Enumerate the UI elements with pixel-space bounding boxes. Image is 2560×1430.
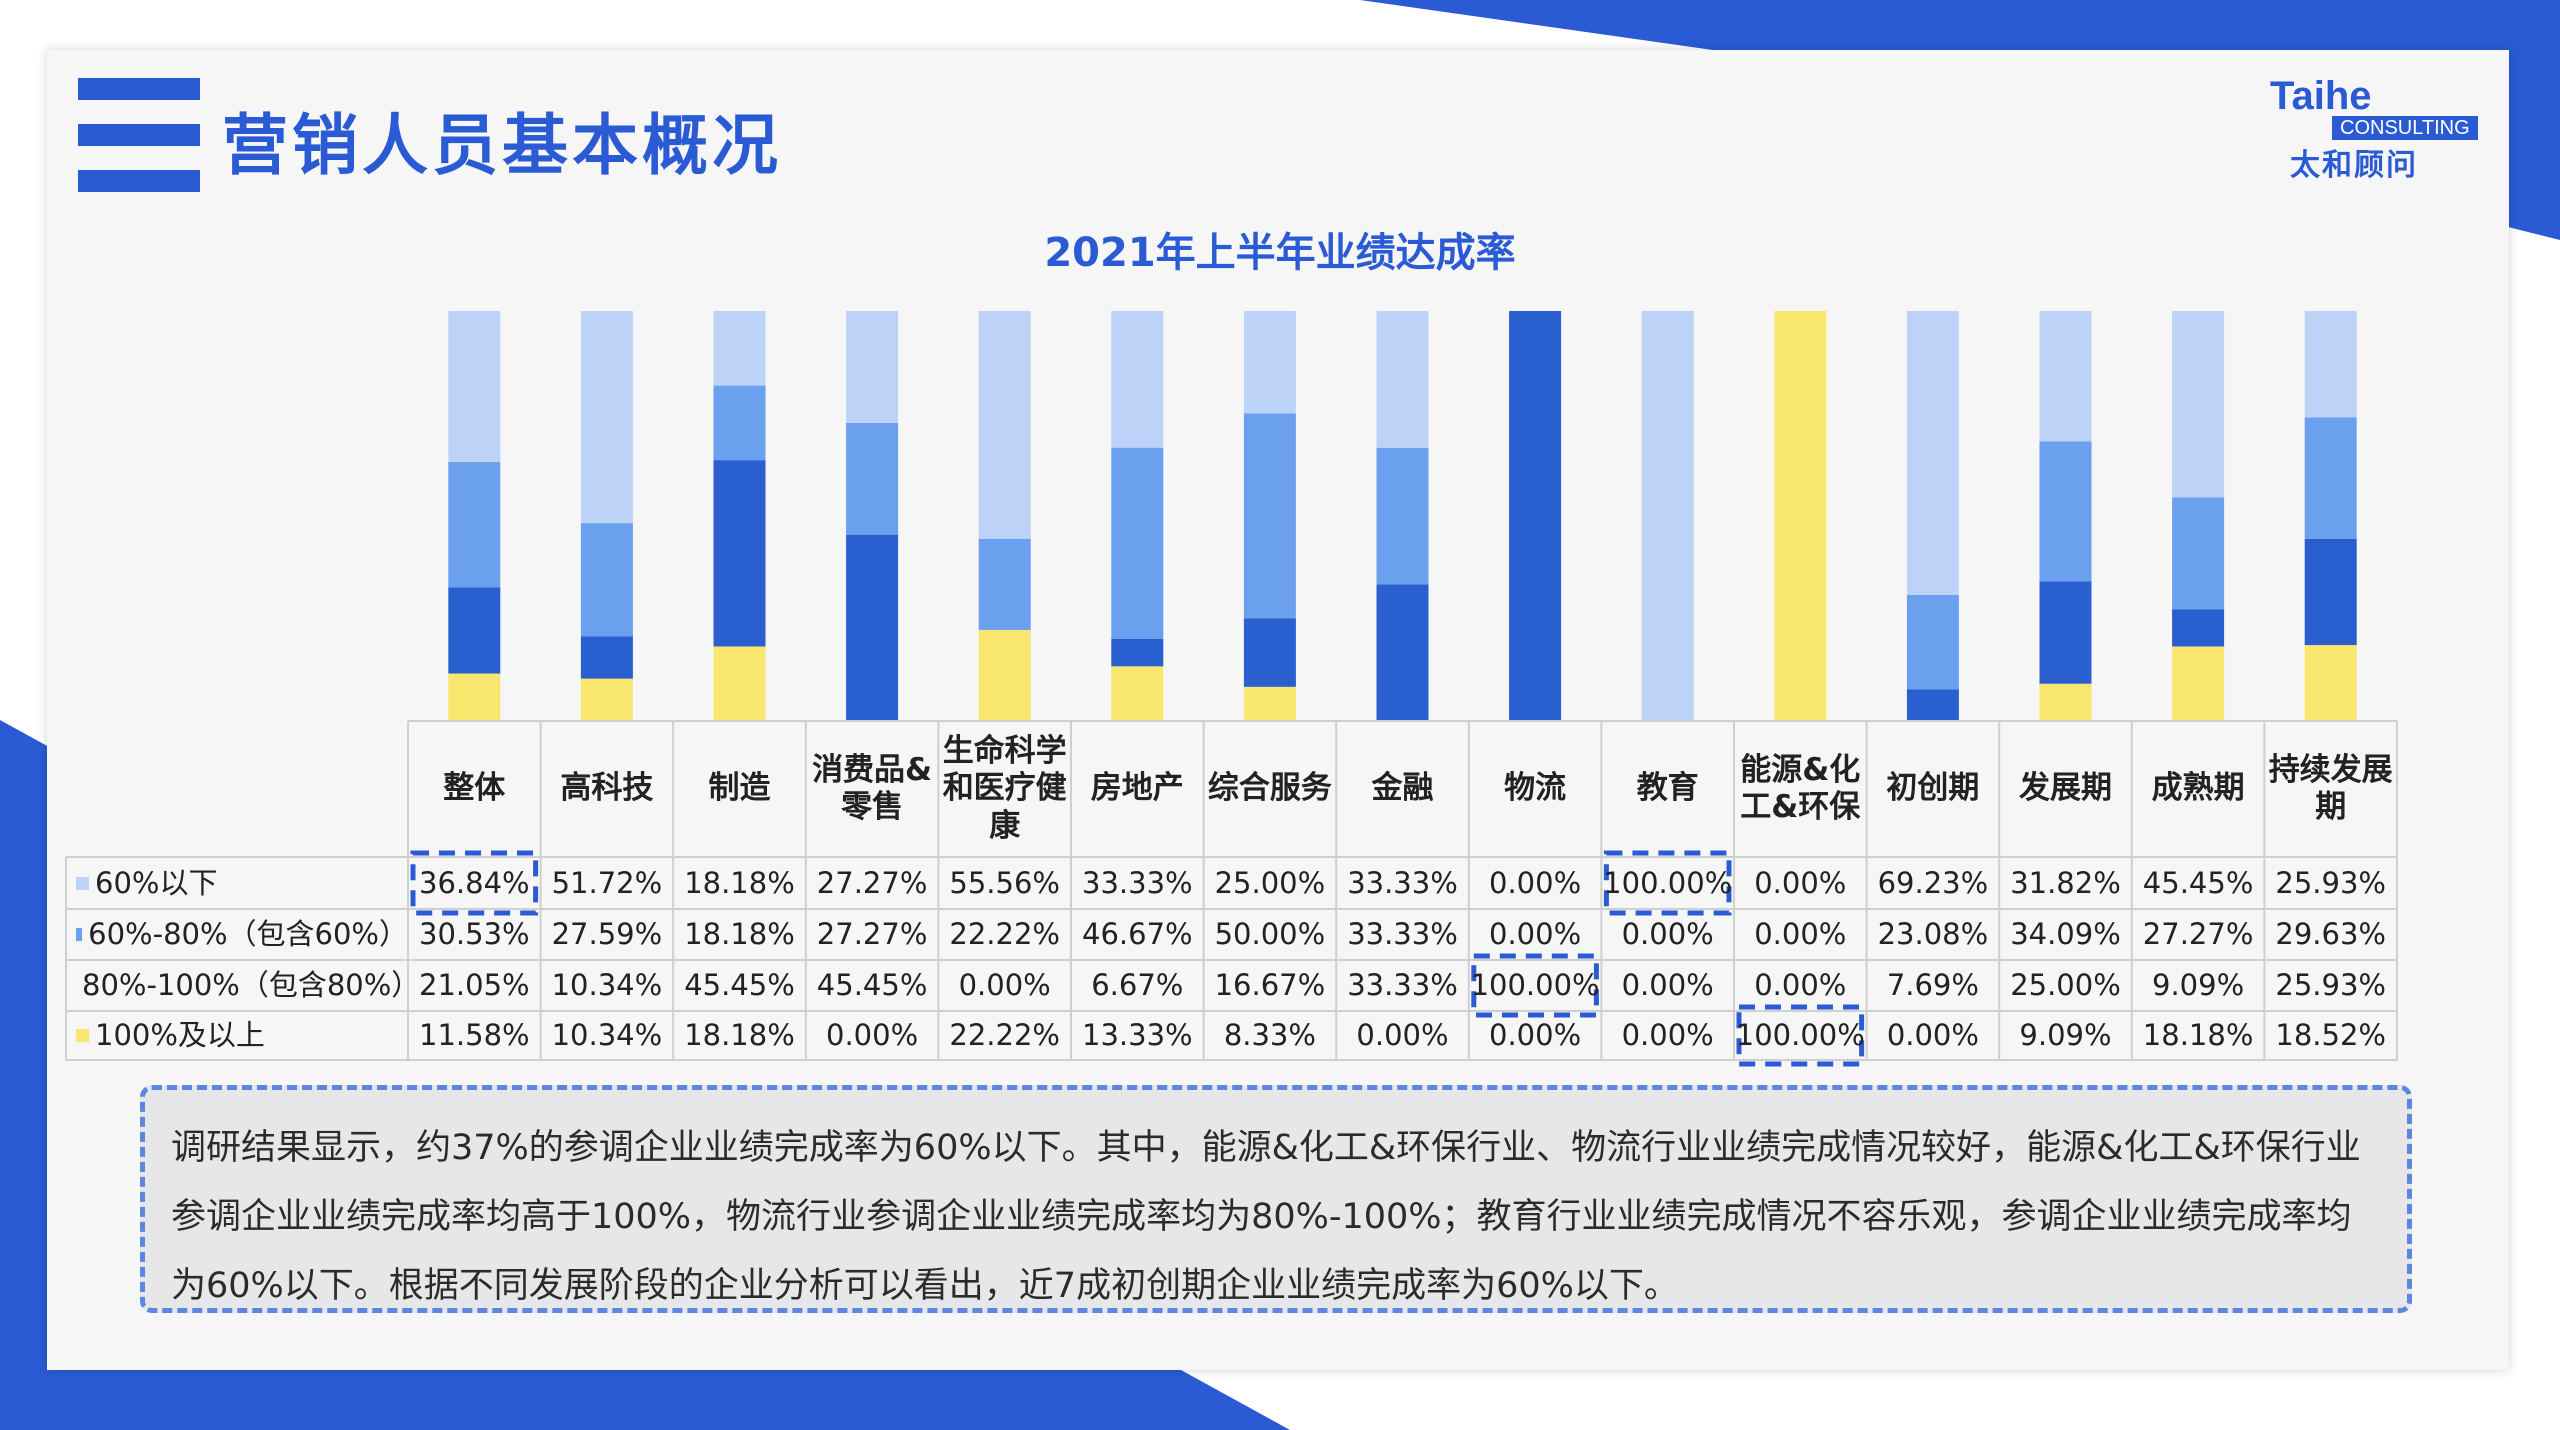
- page-title: 营销人员基本概况: [222, 107, 782, 184]
- bar-segment-生命科学和医疗健康-100%及以上: [978, 629, 1031, 721]
- highlight-box: [1736, 1004, 1865, 1067]
- bar-segment-成熟期-80%-100%（包含80%）: [2172, 609, 2225, 647]
- bar-segment-持续发展期-60%-80%（包含60%）: [2304, 417, 2357, 539]
- bar-segment-房地产-80%-100%（包含80%）: [1111, 639, 1164, 667]
- bar-segment-生命科学和医疗健康-60%-80%（包含60%）: [978, 538, 1031, 630]
- bar-segment-金融-60%-80%（包含60%）: [1376, 447, 1429, 585]
- taihe-logo: Taihe CONSULTING 太和顾问: [2270, 74, 2485, 184]
- bar-segment-物流-80%-100%（包含80%）: [1509, 311, 1562, 721]
- bar-segment-整体-60%-80%（包含60%）: [448, 462, 501, 588]
- summary-note: 调研结果显示，约37%的参调企业业绩完成率为60%以下。其中，能源&化工&环保行…: [140, 1085, 2412, 1313]
- bar-segment-房地产-60%-80%（包含60%）: [1111, 447, 1164, 639]
- bar-segment-发展期-100%及以上: [2039, 683, 2092, 721]
- bar-segment-消费品&零售-60%以下: [846, 311, 899, 423]
- bar-segment-发展期-60%-80%（包含60%）: [2039, 441, 2092, 582]
- bar-segment-高科技-80%-100%（包含80%）: [580, 636, 633, 679]
- bar-segment-持续发展期-60%以下: [2304, 310, 2357, 418]
- bar-segment-教育-60%以下: [1641, 311, 1694, 721]
- bar-segment-整体-80%-100%（包含80%）: [448, 587, 501, 674]
- bar-segment-整体-60%以下: [448, 311, 501, 463]
- bar-segment-发展期-60%以下: [2039, 311, 2092, 442]
- highlight-box: [410, 850, 539, 916]
- bar-segment-制造-80%-100%（包含80%）: [713, 460, 766, 647]
- bar-segment-能源&化工&环保-100%及以上: [1774, 311, 1827, 721]
- bar-segment-金融-80%-100%（包含80%）: [1376, 584, 1429, 721]
- bar-segment-综合服务-60%以下: [1243, 311, 1296, 414]
- bar-segment-综合服务-100%及以上: [1243, 686, 1296, 721]
- bar-segment-初创期-60%-80%（包含60%）: [1906, 594, 1959, 690]
- logo-word: Taihe: [2270, 74, 2372, 118]
- bar-segment-房地产-100%及以上: [1111, 666, 1164, 721]
- highlight-box: [1603, 850, 1732, 916]
- bar-segment-制造-60%以下: [713, 311, 766, 386]
- bar-segment-房地产-60%以下: [1111, 311, 1164, 448]
- bar-segment-高科技-60%以下: [580, 311, 633, 524]
- bar-segment-成熟期-60%以下: [2172, 311, 2225, 498]
- bar-segment-生命科学和医疗健康-60%以下: [978, 311, 1031, 539]
- bar-segment-整体-100%及以上: [448, 673, 501, 721]
- bar-segment-初创期-60%以下: [1906, 311, 1959, 595]
- bar-segment-消费品&零售-80%-100%（包含80%）: [846, 534, 899, 721]
- logo-tag: CONSULTING: [2332, 116, 2478, 140]
- bar-segment-消费品&零售-60%-80%（包含60%）: [846, 422, 899, 535]
- bar-segment-发展期-80%-100%（包含80%）: [2039, 581, 2092, 684]
- chart-title: 2021年上半年业绩达成率: [1044, 230, 1516, 276]
- bar-segment-制造-100%及以上: [713, 646, 766, 721]
- highlight-box: [1471, 953, 1599, 1018]
- bar-segment-成熟期-60%-80%（包含60%）: [2172, 497, 2225, 610]
- menu-icon: [78, 78, 200, 192]
- bar-segment-高科技-60%-80%（包含60%）: [580, 523, 633, 637]
- logo-cn: 太和顾问: [2290, 148, 2418, 183]
- bar-segment-金融-60%以下: [1376, 311, 1429, 448]
- bar-segment-初创期-80%-100%（包含80%）: [1906, 689, 1959, 721]
- bar-segment-持续发展期-80%-100%（包含80%）: [2304, 538, 2357, 646]
- bar-segment-成熟期-100%及以上: [2172, 646, 2225, 721]
- bar-segment-综合服务-60%-80%（包含60%）: [1243, 413, 1296, 619]
- bar-segment-制造-60%-80%（包含60%）: [713, 385, 766, 461]
- bar-segment-高科技-100%及以上: [580, 678, 633, 721]
- bar-segment-持续发展期-100%及以上: [2304, 645, 2357, 721]
- bar-segment-综合服务-80%-100%（包含80%）: [1243, 618, 1296, 687]
